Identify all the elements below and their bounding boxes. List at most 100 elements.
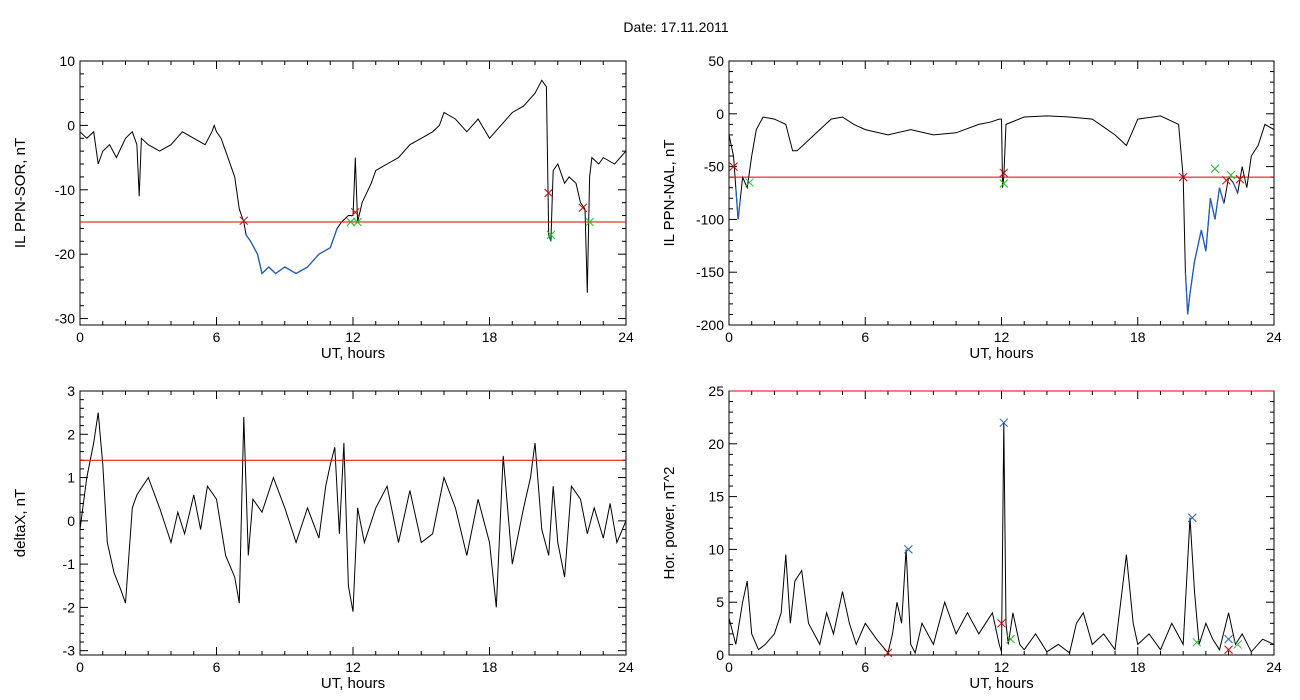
cross-marker-red (1178, 172, 1188, 182)
cross-marker-red (997, 618, 1006, 628)
x-tick-label: 12 (994, 329, 1010, 345)
y-axis-label: IL PPN-SOR, nT (12, 138, 29, 248)
cross-marker-blue (999, 418, 1009, 428)
series-below-threshold (245, 228, 338, 275)
cross-marker-red-stroke (883, 648, 893, 658)
y-tick-label: -30 (55, 311, 75, 327)
chart-sor: 0 6 12 18 24 10 0 -10 -20 -30 UT, hours IL PPN-SOR,… (12, 53, 634, 362)
cross-marker-red (544, 188, 554, 198)
cross-marker-green-stroke (1006, 634, 1015, 644)
y-tick-label: -20 (55, 246, 75, 262)
cross-marker-green (353, 217, 362, 227)
x-tick-label: 24 (618, 659, 634, 675)
y-tick-label: 0 (716, 106, 724, 122)
x-tick-label: 24 (618, 329, 634, 345)
series-line (728, 422, 1275, 655)
series-below-threshold (1232, 182, 1239, 194)
cross-marker-red (1235, 174, 1245, 184)
y-tick-label: -50 (704, 159, 724, 175)
x-axis-label: UT, hours (321, 675, 385, 692)
x-tick-label: 12 (345, 329, 361, 345)
cross-marker-red (999, 168, 1009, 178)
cross-marker-red-stroke (999, 168, 1009, 178)
cross-marker-red-stroke (729, 162, 738, 171)
y-tick-label: 25 (708, 383, 724, 399)
cross-marker-green-stroke (353, 217, 362, 227)
chart-power: 0 6 12 18 24 25 20 15 10 5 0 UT, hours Hor. power, n… (661, 383, 1282, 692)
x-tick-label: 24 (1266, 329, 1282, 345)
y-tick-label: -1 (63, 556, 76, 572)
y-tick-label: -150 (696, 264, 724, 280)
cross-marker-red-stroke (1221, 175, 1231, 185)
cross-marker-blue-stroke (904, 545, 913, 554)
x-axis-label: UT, hours (969, 345, 1033, 362)
y-axis-label: deltaX, nT (12, 489, 29, 557)
series-below-threshold (735, 187, 742, 220)
cross-marker-red-stroke (350, 207, 360, 217)
y-tick-label: 50 (708, 53, 724, 69)
y-tick-label: -3 (63, 643, 76, 659)
cross-marker-green (1210, 164, 1220, 174)
cross-marker-green (585, 217, 594, 227)
cross-marker-red-stroke (544, 188, 554, 198)
x-tick-label: 6 (861, 329, 869, 345)
y-tick-label: 1 (67, 470, 75, 486)
y-tick-label: 5 (716, 594, 724, 610)
x-tick-label: 12 (994, 659, 1010, 675)
cross-marker-green-stroke (1233, 640, 1243, 649)
cross-marker-green (346, 217, 356, 227)
cross-marker-blue-stroke (999, 418, 1009, 428)
cross-marker-red (1221, 175, 1231, 185)
cross-marker-red-stroke (1224, 645, 1233, 655)
y-tick-label: -200 (696, 317, 724, 333)
y-tick-label: 0 (67, 513, 75, 529)
y-axis-label: Hor. power, nT^2 (661, 467, 678, 580)
x-tick-label: 18 (482, 329, 498, 345)
y-tick-label: 10 (708, 541, 724, 557)
x-tick-label: 6 (213, 329, 221, 345)
x-tick-label: 0 (76, 329, 84, 345)
cross-marker-green (1233, 640, 1243, 649)
cross-marker-red (729, 162, 738, 171)
series-below-threshold (548, 234, 552, 242)
cross-marker-green-stroke (1210, 164, 1220, 174)
cross-marker-red (1224, 645, 1233, 655)
x-tick-label: 0 (725, 329, 733, 345)
plot-frame (79, 390, 627, 656)
cross-marker-green-stroke (745, 178, 754, 187)
x-tick-label: 6 (213, 659, 221, 675)
chart-deltax: 0 6 12 18 24 3 2 1 0 -1 -2 -3 UT, hours deltaX, nT (12, 383, 634, 692)
cross-marker-red-stroke (239, 216, 249, 226)
y-tick-label: -100 (696, 211, 724, 227)
cross-marker-red-stroke (997, 618, 1006, 628)
cross-marker-green-stroke (346, 217, 356, 227)
series-line (79, 412, 627, 612)
y-axis-label: IL PPN-NAL, nT (661, 140, 678, 247)
series-below-threshold (1184, 187, 1225, 315)
x-tick-label: 12 (345, 659, 361, 675)
y-tick-label: 15 (708, 489, 724, 505)
cross-marker-green (1192, 637, 1202, 647)
cross-marker-green (1006, 634, 1015, 644)
cross-marker-red (350, 207, 360, 217)
x-tick-label: 18 (1130, 659, 1146, 675)
x-tick-label: 6 (861, 659, 869, 675)
series-line (728, 115, 1275, 315)
y-tick-label: 2 (67, 426, 75, 442)
x-tick-label: 24 (1266, 659, 1282, 675)
y-tick-label: 3 (67, 383, 75, 399)
cross-marker-green (1226, 170, 1236, 180)
x-axis-label: UT, hours (321, 345, 385, 362)
cross-marker-red (578, 203, 588, 213)
cross-marker-red (239, 216, 249, 226)
plot-frame (728, 60, 1275, 326)
y-tick-label: 20 (708, 436, 724, 452)
cross-marker-green-stroke (1192, 637, 1202, 647)
cross-marker-green (999, 179, 1009, 188)
cross-marker-red-stroke (578, 203, 588, 213)
cross-marker-blue-stroke (1224, 634, 1233, 644)
y-tick-label: 0 (716, 647, 724, 663)
cross-marker-green (745, 178, 754, 187)
chart-nal: 0 6 12 18 24 50 0 -50 -100 -150 -200 UT, hours IL PP… (661, 53, 1282, 362)
figure-title: Date: 17.11.2011 (623, 19, 729, 35)
